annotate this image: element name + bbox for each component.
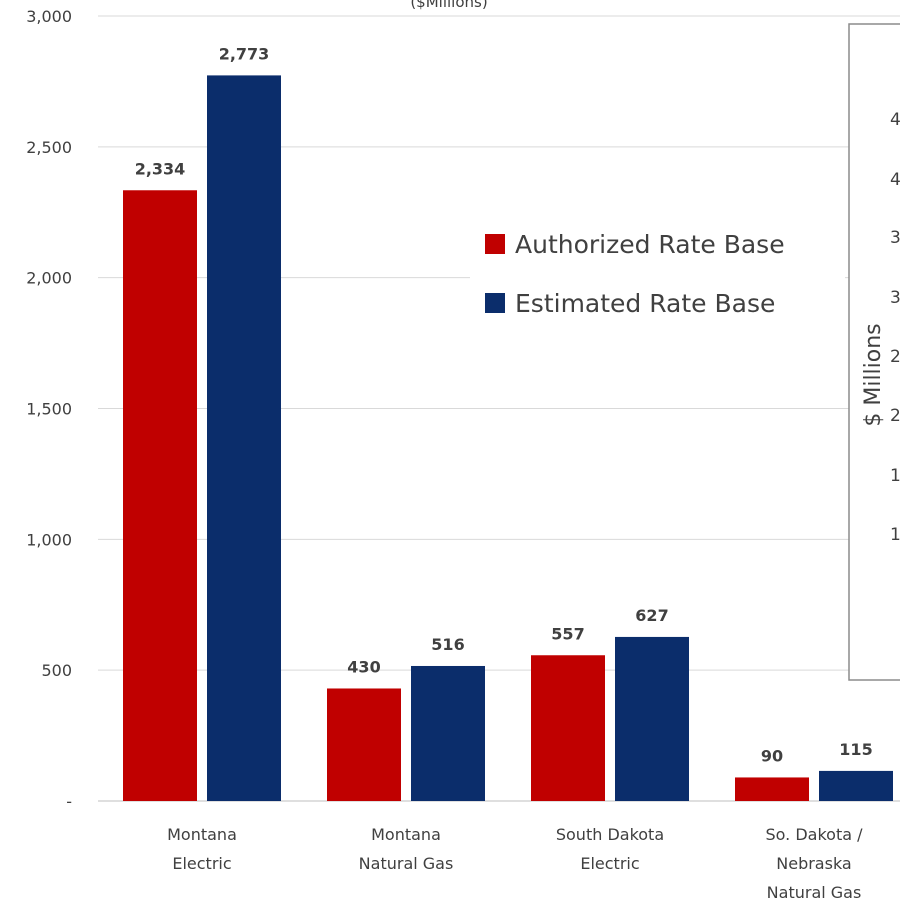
bar [735,777,809,801]
category-label: Natural Gas [767,883,862,902]
inset-tick-fragment: 1 [890,466,900,486]
data-label: 90 [761,746,783,765]
inset-tick-fragment: 2 [890,406,900,426]
category-label: Nebraska [776,854,851,873]
inset-tick-fragment: 1 [890,525,900,545]
inset-tick-fragment: 4 [890,170,900,190]
category-label: Montana [371,825,441,844]
inset-tick-fragment: 4 [890,110,900,130]
bar [819,770,893,801]
category-labels: Montana Electric Montana Natural Gas South D… [167,825,863,902]
inset-tick-fragment: 3 [890,228,900,248]
bar [327,688,401,801]
legend-label-estimated: Estimated Rate Base [515,289,775,318]
category-label: Electric [580,854,639,873]
y-tick-label: 2,500 [26,138,72,157]
legend-swatch-authorized [485,234,505,254]
legend-background [470,212,845,334]
chart-subtitle: ($Millions) [410,0,487,11]
y-tick-label: - [66,792,72,811]
bars [123,75,893,802]
y-axis-tick-labels: - 500 1,000 1,500 2,000 2,500 3,000 [26,7,72,811]
data-label: 2,334 [135,159,186,178]
category-label: Natural Gas [359,854,454,873]
legend-label-authorized: Authorized Rate Base [515,230,785,259]
category-label: Electric [172,854,231,873]
bar [411,665,485,801]
data-label: 557 [551,624,584,643]
y-tick-label: 3,000 [26,7,72,26]
data-label: 627 [635,606,668,625]
inset-tick-fragment: 3 [890,288,900,308]
data-label: 516 [431,635,464,654]
legend-swatch-estimated [485,293,505,313]
y-tick-label: 1,000 [26,530,72,549]
inset-tick-fragment: 2 [890,347,900,367]
bar [531,655,605,801]
legend: Authorized Rate Base Estimated Rate Base [470,212,845,334]
data-labels: 2,334 2,773 430 516 557 627 90 115 [135,44,873,765]
inset-tick-fragments: 4 4 3 3 2 2 1 1 [890,110,900,545]
category-label: So. Dakota / [766,825,864,844]
bar [615,636,689,801]
y-tick-label: 500 [41,661,72,680]
y-tick-label: 1,500 [26,400,72,419]
data-label: 115 [839,740,872,759]
y-tick-label: 2,000 [26,269,72,288]
inset-chart-fragment: 4 4 3 3 2 2 1 1 $ Millions [848,23,900,681]
bar [123,190,197,801]
data-label: 2,773 [219,44,270,63]
bar [207,75,281,802]
category-label: Montana [167,825,237,844]
inset-chart-frame [848,23,900,681]
inset-axis-title: $ Millions [861,323,886,426]
category-label: South Dakota [556,825,664,844]
data-label: 430 [347,657,380,676]
